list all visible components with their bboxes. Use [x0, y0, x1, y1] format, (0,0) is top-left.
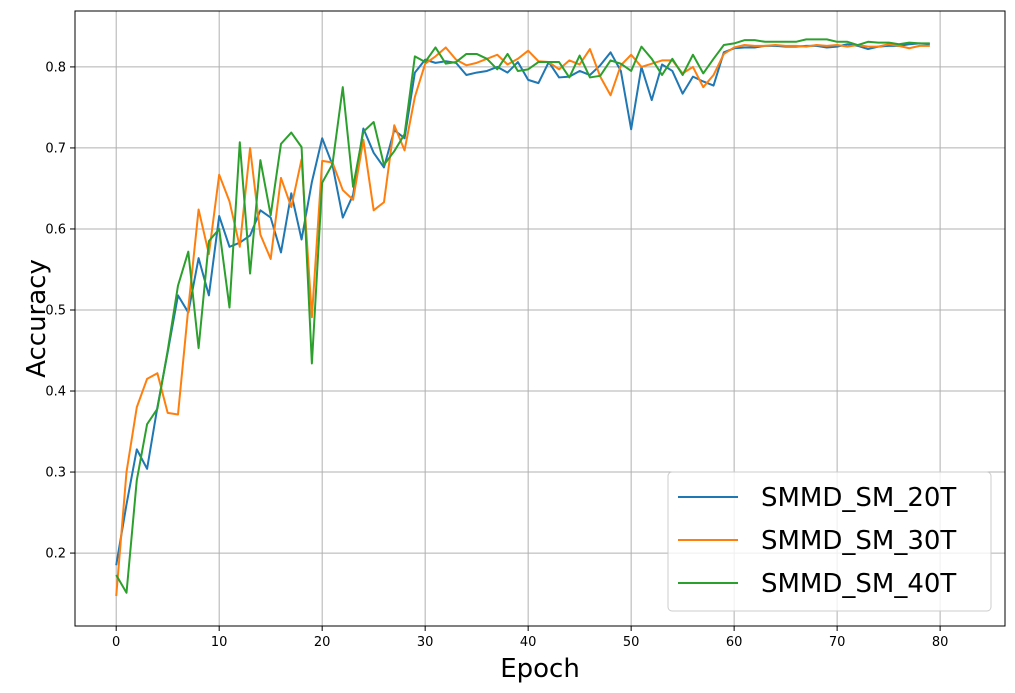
y-axis-label: Accuracy: [22, 259, 52, 378]
x-tick-label: 10: [211, 635, 228, 650]
x-tick-label: 30: [417, 635, 434, 650]
y-tick-label: 0.6: [45, 222, 66, 237]
plot-frame: [74, 10, 1006, 627]
y-tick-label: 0.2: [45, 547, 66, 562]
x-tick-label: 40: [520, 635, 537, 650]
legend: SMMD_SM_20T SMMD_SM_30T SMMD_SM_40T: [667, 471, 992, 612]
legend-entry-label: SMMD_SM_20T: [761, 483, 956, 513]
series-layer: [115, 38, 930, 597]
y-tick-label: 0.5: [45, 303, 66, 318]
x-tick-label: 60: [726, 635, 743, 650]
y-tick-label: 0.3: [45, 466, 66, 481]
x-tick-label: 0: [112, 635, 120, 650]
legend-entry-label: SMMD_SM_30T: [761, 526, 956, 556]
y-tick-label: 0.4: [45, 385, 66, 400]
x-tick-label: 20: [314, 635, 331, 650]
y-tick-label: 0.7: [45, 141, 66, 156]
axis-ticks: 0 10 20 30 40 50 60 70 80 0.2 0.3 0.4 0.5 0.6 0.7 0.8: [45, 60, 948, 650]
legend-entry-label: SMMD_SM_40T: [761, 569, 956, 599]
legend-box: [667, 471, 992, 612]
x-tick-label: 50: [623, 635, 640, 650]
x-axis-label: Epoch: [500, 654, 580, 684]
grid-lines: [75, 11, 1005, 626]
series-line-smmd-sm-40t: [115, 38, 930, 594]
series-line-smmd-sm-30t: [115, 43, 930, 597]
x-tick-label: 80: [932, 635, 949, 650]
x-tick-label: 70: [829, 635, 846, 650]
y-tick-label: 0.8: [45, 60, 66, 75]
